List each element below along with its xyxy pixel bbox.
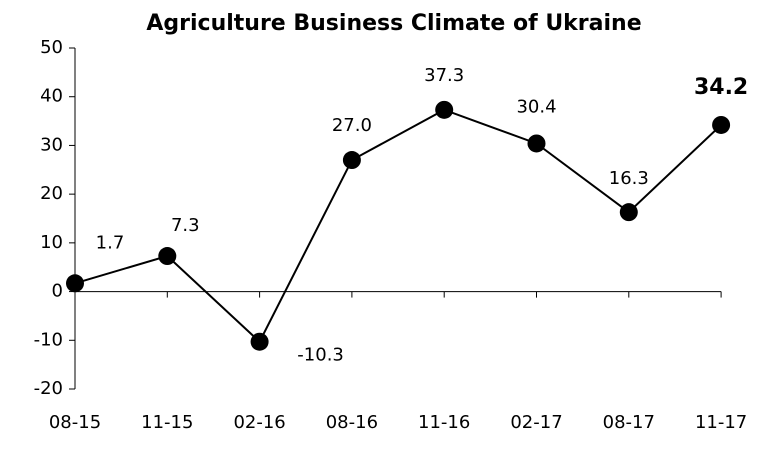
data-label: 37.3	[424, 65, 464, 86]
x-tick-label: 02-16	[233, 412, 285, 433]
y-tick-label: 30	[40, 134, 63, 155]
y-tick-label: -20	[34, 378, 63, 399]
marker	[712, 115, 731, 134]
data-label: 16.3	[609, 168, 649, 189]
chart-title: Agriculture Business Climate of Ukraine	[146, 11, 641, 36]
x-tick-label: 11-16	[418, 412, 470, 433]
x-tick-label: 11-15	[141, 412, 193, 433]
marker	[250, 332, 269, 351]
data-label: 7.3	[171, 215, 200, 236]
data-label: -10.3	[297, 345, 344, 366]
y-tick-label: 50	[40, 37, 63, 58]
data-label: 34.2	[694, 75, 748, 100]
x-tick-label: 08-17	[603, 412, 655, 433]
marker	[158, 247, 177, 266]
marker	[342, 151, 361, 170]
x-tick-label: 02-17	[510, 412, 562, 433]
y-tick-label: 20	[40, 183, 63, 204]
data-label: 27.0	[332, 115, 372, 136]
marker	[619, 203, 638, 222]
y-tick-label: -10	[34, 329, 63, 350]
marker	[66, 274, 84, 293]
y-tick-label: 10	[40, 232, 63, 253]
x-tick-label: 08-15	[49, 412, 101, 433]
y-tick-label: 0	[52, 281, 63, 302]
data-label: 1.7	[96, 232, 125, 253]
marker	[527, 134, 546, 153]
line	[74, 108, 722, 344]
data-label: 30.4	[516, 96, 556, 117]
marker	[435, 100, 454, 119]
y-tick-label: 40	[40, 86, 63, 107]
x-tick-label: 08-16	[326, 412, 378, 433]
x-tick-label: 11-17	[695, 412, 747, 433]
